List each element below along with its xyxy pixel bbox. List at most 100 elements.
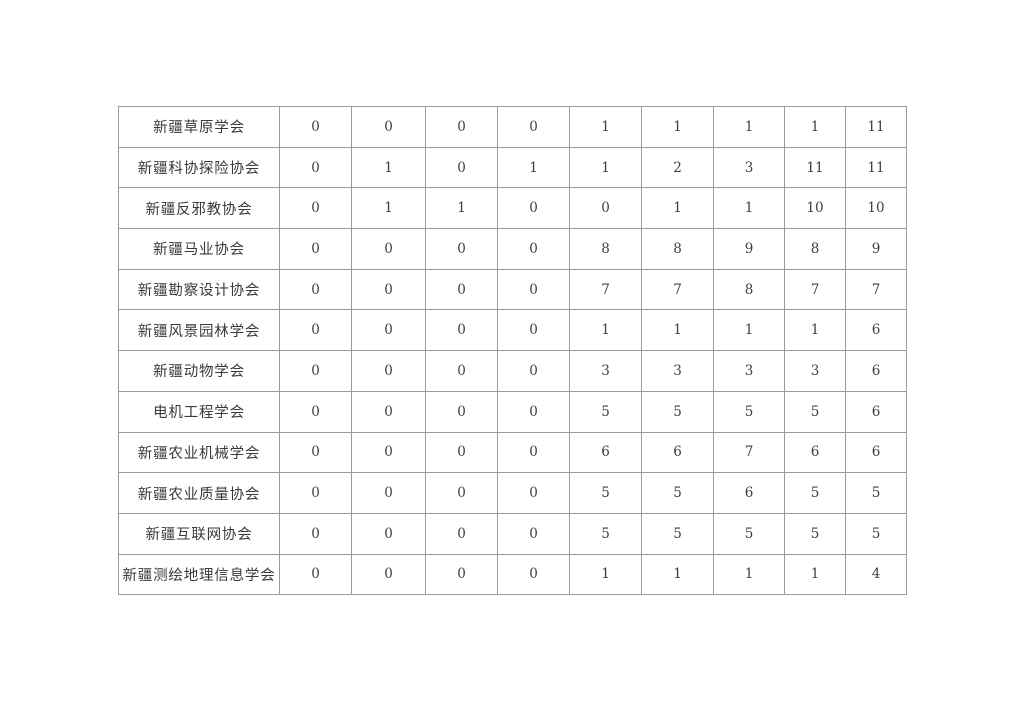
value-cell: 0: [497, 553, 570, 596]
value-cell: 8: [713, 268, 785, 311]
value-cell: 5: [784, 512, 846, 555]
value-cell: 2: [641, 146, 714, 189]
value-cell: 0: [279, 146, 352, 189]
value-cell: 0: [425, 228, 498, 270]
value-cell: 6: [845, 350, 907, 392]
value-cell: 0: [279, 390, 352, 433]
value-cell: 0: [425, 553, 498, 596]
table-row: 新疆草原学会 0 0 0 0 1 1 1 1 11: [118, 106, 907, 148]
organization-name-cell: 新疆马业协会: [118, 228, 280, 270]
value-cell: 0: [425, 512, 498, 555]
value-cell: 9: [845, 228, 907, 270]
value-cell: 5: [641, 472, 714, 514]
statistics-table: 新疆草原学会 0 0 0 0 1 1 1 1 11 新疆科协探险协会 0 1 0 1 1 2 3 11 11 新疆反邪教…: [118, 106, 907, 596]
value-cell: 0: [351, 390, 426, 433]
value-cell: 5: [641, 390, 714, 433]
value-cell: 0: [351, 309, 426, 352]
value-cell: 0: [351, 268, 426, 311]
organization-name-cell: 新疆风景园林学会: [118, 309, 280, 352]
value-cell: 1: [713, 187, 785, 230]
value-cell: 1: [784, 106, 846, 148]
value-cell: 0: [279, 106, 352, 148]
value-cell: 0: [351, 472, 426, 514]
value-cell: 0: [425, 146, 498, 189]
value-cell: 7: [641, 268, 714, 311]
table-row: 新疆动物学会 0 0 0 0 3 3 3 3 6: [118, 350, 907, 392]
value-cell: 0: [425, 431, 498, 474]
value-cell: 0: [351, 350, 426, 392]
value-cell: 6: [845, 431, 907, 474]
table-row: 新疆反邪教协会 0 1 1 0 0 1 1 10 10: [118, 187, 907, 230]
value-cell: 6: [641, 431, 714, 474]
value-cell: 0: [351, 553, 426, 596]
value-cell: 3: [641, 350, 714, 392]
value-cell: 3: [784, 350, 846, 392]
value-cell: 6: [569, 431, 642, 474]
value-cell: 5: [845, 472, 907, 514]
value-cell: 1: [425, 187, 498, 230]
value-cell: 0: [497, 228, 570, 270]
value-cell: 1: [569, 146, 642, 189]
value-cell: 1: [569, 553, 642, 596]
value-cell: 1: [351, 146, 426, 189]
value-cell: 0: [279, 268, 352, 311]
value-cell: 1: [641, 309, 714, 352]
table-row: 新疆马业协会 0 0 0 0 8 8 9 8 9: [118, 228, 907, 270]
value-cell: 1: [351, 187, 426, 230]
value-cell: 5: [569, 512, 642, 555]
value-cell: 5: [845, 512, 907, 555]
value-cell: 1: [713, 106, 785, 148]
value-cell: 0: [351, 512, 426, 555]
value-cell: 9: [713, 228, 785, 270]
value-cell: 5: [713, 512, 785, 555]
table-row: 新疆农业机械学会 0 0 0 0 6 6 7 6 6: [118, 431, 907, 474]
value-cell: 5: [641, 512, 714, 555]
value-cell: 0: [425, 350, 498, 392]
value-cell: 0: [425, 106, 498, 148]
value-cell: 0: [279, 228, 352, 270]
value-cell: 3: [569, 350, 642, 392]
value-cell: 0: [497, 309, 570, 352]
organization-name-cell: 新疆动物学会: [118, 350, 280, 392]
value-cell: 0: [497, 350, 570, 392]
table-row: 新疆互联网协会 0 0 0 0 5 5 5 5 5: [118, 512, 907, 555]
value-cell: 0: [425, 472, 498, 514]
value-cell: 1: [641, 187, 714, 230]
organization-name-cell: 新疆互联网协会: [118, 512, 280, 555]
value-cell: 0: [425, 390, 498, 433]
table-row: 新疆测绘地理信息学会 0 0 0 0 1 1 1 1 4: [118, 553, 907, 596]
value-cell: 0: [569, 187, 642, 230]
table-row: 新疆风景园林学会 0 0 0 0 1 1 1 1 6: [118, 309, 907, 352]
value-cell: 7: [784, 268, 846, 311]
value-cell: 1: [569, 309, 642, 352]
value-cell: 6: [845, 390, 907, 433]
value-cell: 0: [279, 187, 352, 230]
value-cell: 5: [569, 390, 642, 433]
value-cell: 0: [279, 350, 352, 392]
value-cell: 0: [279, 553, 352, 596]
value-cell: 6: [713, 472, 785, 514]
value-cell: 5: [569, 472, 642, 514]
value-cell: 8: [569, 228, 642, 270]
value-cell: 0: [497, 390, 570, 433]
value-cell: 4: [845, 553, 907, 596]
value-cell: 0: [425, 309, 498, 352]
organization-name-cell: 电机工程学会: [118, 390, 280, 433]
value-cell: 0: [497, 512, 570, 555]
value-cell: 8: [641, 228, 714, 270]
organization-name-cell: 新疆勘察设计协会: [118, 268, 280, 311]
value-cell: 0: [497, 106, 570, 148]
value-cell: 0: [279, 512, 352, 555]
table-row: 新疆勘察设计协会 0 0 0 0 7 7 8 7 7: [118, 268, 907, 311]
value-cell: 1: [641, 106, 714, 148]
value-cell: 1: [713, 553, 785, 596]
value-cell: 3: [713, 350, 785, 392]
value-cell: 6: [845, 309, 907, 352]
value-cell: 0: [351, 106, 426, 148]
value-cell: 0: [279, 431, 352, 474]
value-cell: 0: [425, 268, 498, 311]
value-cell: 6: [784, 431, 846, 474]
value-cell: 0: [279, 472, 352, 514]
value-cell: 1: [713, 309, 785, 352]
